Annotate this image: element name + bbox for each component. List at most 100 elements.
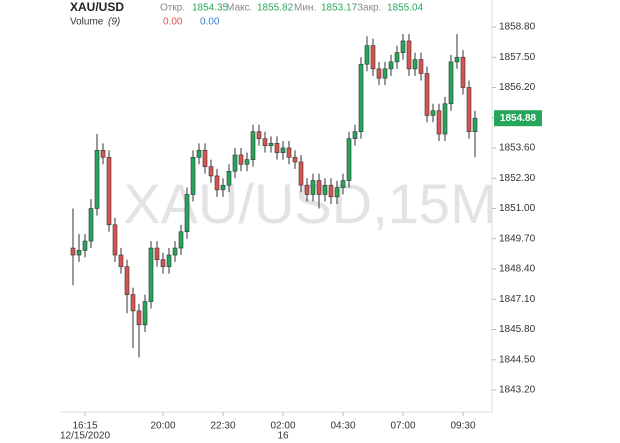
candle-body — [406, 40, 412, 70]
candle-body — [286, 147, 292, 158]
candle-body — [190, 156, 196, 195]
candle-body — [112, 224, 118, 256]
candle-body — [298, 161, 304, 186]
candle-body — [76, 250, 82, 256]
x-date-label: 12/15/2020 — [60, 431, 110, 442]
x-tick-label: 16:15 — [72, 421, 97, 432]
candle-body — [322, 184, 328, 195]
candle-body — [472, 117, 478, 133]
candle-body — [94, 150, 100, 209]
y-tick-label: 1845.80 — [499, 324, 536, 335]
candle-body — [148, 247, 154, 302]
candle-body — [280, 147, 286, 153]
candle-body — [130, 294, 136, 312]
x-tick-label: 07:00 — [390, 421, 415, 432]
candle-body — [316, 180, 322, 195]
candle-body — [358, 63, 364, 133]
candle-body — [250, 131, 256, 160]
candle-body — [454, 56, 460, 63]
candle-body — [238, 154, 244, 165]
candle-body — [436, 110, 442, 135]
open-label: Откр. — [160, 3, 185, 14]
candle-body — [460, 56, 466, 88]
candle-body — [166, 254, 172, 267]
candle-body — [118, 254, 124, 267]
x-tick-label: 04:30 — [330, 421, 355, 432]
candle-body — [232, 154, 238, 172]
last-price-label: 1854.88 — [500, 113, 537, 124]
candle-body — [256, 131, 262, 139]
candle-body — [136, 310, 142, 326]
candle-body — [466, 87, 472, 133]
candle-body — [154, 247, 160, 260]
close-label: Закр. — [357, 3, 381, 14]
candle-body — [304, 184, 310, 195]
close-value: 1855.04 — [387, 3, 424, 14]
y-tick-label: 1856.20 — [499, 82, 536, 93]
candle-body — [424, 73, 430, 116]
y-tick-label: 1851.00 — [499, 203, 536, 214]
candle-body — [220, 184, 226, 191]
candle-body — [340, 180, 346, 188]
candle-body — [88, 208, 94, 242]
candle-body — [262, 138, 268, 146]
candle-body — [370, 45, 376, 70]
volume-value: 0.00 — [200, 17, 220, 28]
candle-body — [388, 61, 394, 70]
high-value: 1855.82 — [257, 3, 294, 14]
y-tick-label: 1852.30 — [499, 173, 536, 184]
last-price-box — [494, 110, 542, 127]
candle-body — [160, 259, 166, 267]
candle-body — [352, 131, 358, 139]
candle-body — [244, 159, 250, 165]
candle-body — [448, 61, 454, 105]
y-tick-label: 1848.40 — [499, 264, 536, 275]
candle-body — [430, 110, 436, 116]
high-label: Макс. — [226, 3, 252, 14]
candle-body — [292, 156, 298, 163]
candle-body — [202, 150, 208, 167]
candle-body — [226, 170, 232, 186]
y-tick-label: 1843.20 — [499, 385, 536, 396]
candle-body — [196, 150, 202, 158]
candle-body — [124, 266, 130, 295]
x-date-label: 16 — [277, 431, 289, 442]
y-tick-label: 1858.80 — [499, 22, 536, 33]
x-tick-label: 20:00 — [150, 421, 175, 432]
y-tick-label: 1847.10 — [499, 294, 536, 305]
candle-body — [394, 52, 400, 63]
candle-body — [142, 301, 148, 326]
y-tick-label: 1849.70 — [499, 233, 536, 244]
candle-body — [400, 40, 406, 53]
open-value: 1854.35 — [192, 3, 229, 14]
candle-body — [328, 184, 334, 198]
x-tick-label: 22:30 — [210, 421, 235, 432]
x-tick-label: 09:30 — [450, 421, 475, 432]
candle-body — [82, 240, 88, 251]
candle-body — [364, 45, 370, 65]
candle-body — [442, 103, 448, 135]
volume-period: (9) — [108, 17, 120, 28]
candle-body — [412, 59, 418, 70]
candle-body — [382, 68, 388, 79]
candle-body — [208, 166, 214, 177]
candle-body — [184, 194, 190, 233]
candle-body — [274, 143, 280, 153]
candle-body — [346, 138, 352, 181]
candle-body — [172, 247, 178, 256]
watermark: XAU/USD,15M — [123, 172, 496, 235]
candle-body — [376, 68, 382, 79]
candle-body — [268, 143, 274, 146]
candle-body — [334, 187, 340, 198]
volume-value: 0.00 — [163, 17, 183, 28]
low-label: Мин. — [294, 3, 316, 14]
candle-body — [310, 180, 316, 195]
candle-body — [70, 247, 76, 256]
candle-body — [214, 175, 220, 191]
candle-body — [106, 156, 112, 226]
low-value: 1853.17 — [321, 3, 358, 14]
chart-title: XAU/USD — [70, 0, 124, 14]
y-tick-label: 1857.50 — [499, 52, 536, 63]
candle-body — [178, 231, 184, 249]
y-tick-label: 1853.60 — [499, 143, 536, 154]
